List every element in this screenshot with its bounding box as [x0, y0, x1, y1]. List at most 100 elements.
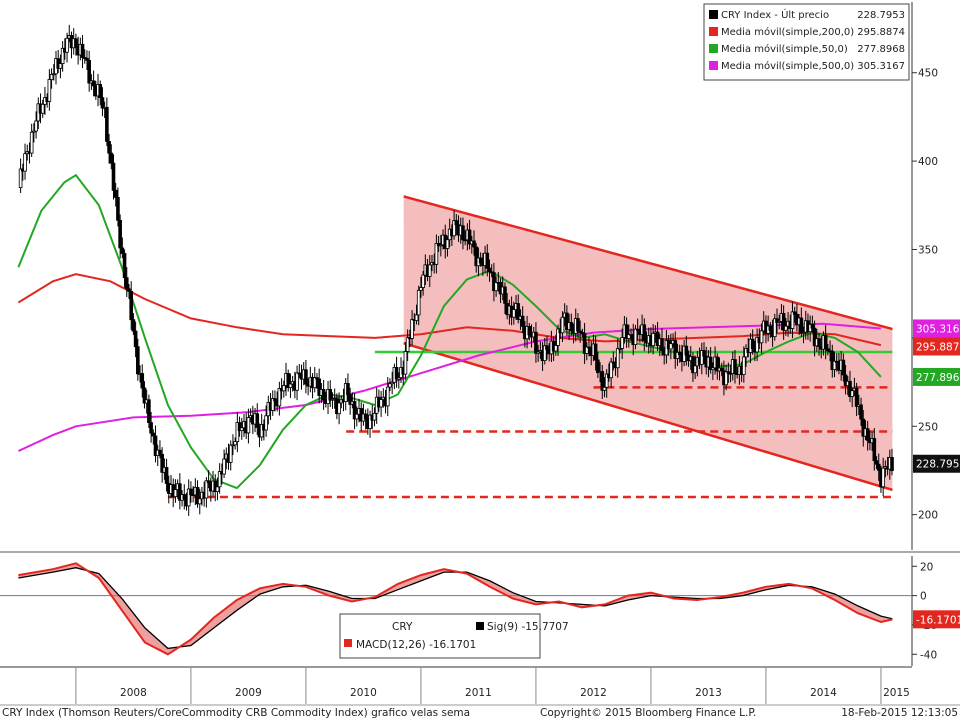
candle-body — [394, 366, 399, 380]
candle-body — [801, 331, 806, 334]
candle-body — [127, 288, 131, 292]
candle-body — [784, 325, 788, 331]
candle-body — [259, 424, 264, 438]
candle-body — [215, 486, 220, 492]
candle-body — [312, 377, 317, 389]
candle-body — [405, 337, 410, 352]
candle-body — [843, 374, 848, 387]
footer-description: CRY Index (Thomson Reuters/CoreCommodity… — [2, 707, 470, 719]
candle-body — [116, 196, 120, 221]
year-label: 2011 — [465, 687, 492, 699]
candle-body — [414, 314, 419, 321]
candle-body — [228, 444, 233, 463]
candle-body — [677, 351, 682, 355]
candle-body — [255, 413, 260, 428]
macd-panel: 200-20-40-16.1701 — [0, 556, 960, 666]
candle-body — [131, 319, 136, 332]
candle-body — [812, 327, 817, 347]
candle-body — [403, 351, 408, 375]
price-y-tick-label: 450 — [918, 68, 938, 80]
candle-body — [153, 435, 158, 456]
candle-body — [286, 373, 291, 389]
candle-body — [186, 488, 191, 507]
candle-body — [817, 338, 821, 347]
candle-body — [390, 381, 394, 385]
candle-body — [854, 387, 859, 407]
macd-legend-box — [339, 613, 541, 659]
candle-body — [516, 303, 521, 320]
candle-body — [848, 380, 852, 397]
candle-body — [385, 386, 390, 407]
candle-body — [830, 350, 835, 370]
candle-body — [32, 130, 36, 133]
macd-last-value-tag-text: -16.1701 — [916, 614, 960, 626]
candle-body — [874, 460, 879, 465]
price-y-tick-label: 400 — [918, 156, 938, 168]
candle-body — [427, 264, 432, 277]
candle-body — [494, 282, 498, 292]
candle-body — [206, 480, 211, 484]
candle-body — [600, 371, 605, 391]
candle-body — [615, 348, 620, 369]
channel-upper-line — [403, 195, 893, 331]
candle-body — [651, 332, 655, 346]
candle-body — [620, 337, 624, 349]
candle-body — [790, 311, 795, 329]
candle-body — [107, 141, 111, 154]
legend-label: Media móvil(simple,200,0) — [721, 26, 854, 38]
candle-body — [47, 79, 52, 102]
candle-body — [80, 43, 85, 58]
candle-body — [512, 309, 516, 318]
candle-body — [65, 37, 69, 53]
candle-body — [277, 388, 282, 407]
candle-body — [34, 120, 38, 132]
candle-body — [368, 414, 372, 429]
candle-body — [642, 324, 647, 342]
candle-body — [673, 340, 678, 359]
macd-last-value-tag — [913, 610, 960, 629]
candle-body — [419, 287, 423, 291]
candle-body — [173, 489, 178, 498]
candle-body — [850, 390, 854, 397]
candle-body — [542, 345, 547, 361]
macd-y-tick-label: 0 — [920, 591, 927, 603]
candle-body — [354, 413, 359, 420]
candle-body — [593, 343, 598, 361]
candle-body — [379, 399, 383, 408]
candle-body — [74, 38, 78, 48]
candle-body — [439, 244, 443, 247]
candle-body — [604, 373, 609, 388]
candle-body — [410, 319, 414, 339]
macd-legend-label: MACD(12,26) -16.1701 — [356, 639, 476, 651]
candle-body — [239, 427, 244, 432]
signal-legend-label: Sig(9) -15.7707 — [487, 621, 569, 633]
candle-body — [100, 97, 105, 109]
candle-body — [554, 345, 558, 352]
candle-body — [129, 291, 133, 321]
candle-body — [635, 328, 640, 331]
candle-body — [624, 324, 629, 339]
candle-body — [627, 334, 631, 339]
candle-body — [618, 348, 622, 350]
year-label: 2009 — [235, 687, 262, 699]
candle-body — [545, 345, 549, 350]
candle-body — [189, 488, 193, 495]
footer-copyright: Copyright© 2015 Bloomberg Finance L.P. — [540, 707, 756, 719]
year-label: 2008 — [120, 687, 147, 699]
candle-body — [315, 377, 319, 380]
candle-body — [388, 383, 392, 388]
price-y-tick-label: 200 — [918, 510, 938, 522]
candle-body — [777, 320, 782, 323]
candle-body — [584, 346, 589, 354]
candle-body — [124, 277, 129, 290]
candle-body — [578, 330, 582, 333]
signal-legend-swatch — [476, 622, 484, 630]
candle-body — [881, 467, 885, 488]
candle-body — [832, 360, 837, 370]
candle-body — [569, 322, 574, 332]
candle-body — [98, 84, 103, 99]
candle-body — [158, 449, 162, 455]
candle-body — [582, 333, 587, 354]
candle-body — [768, 325, 773, 331]
